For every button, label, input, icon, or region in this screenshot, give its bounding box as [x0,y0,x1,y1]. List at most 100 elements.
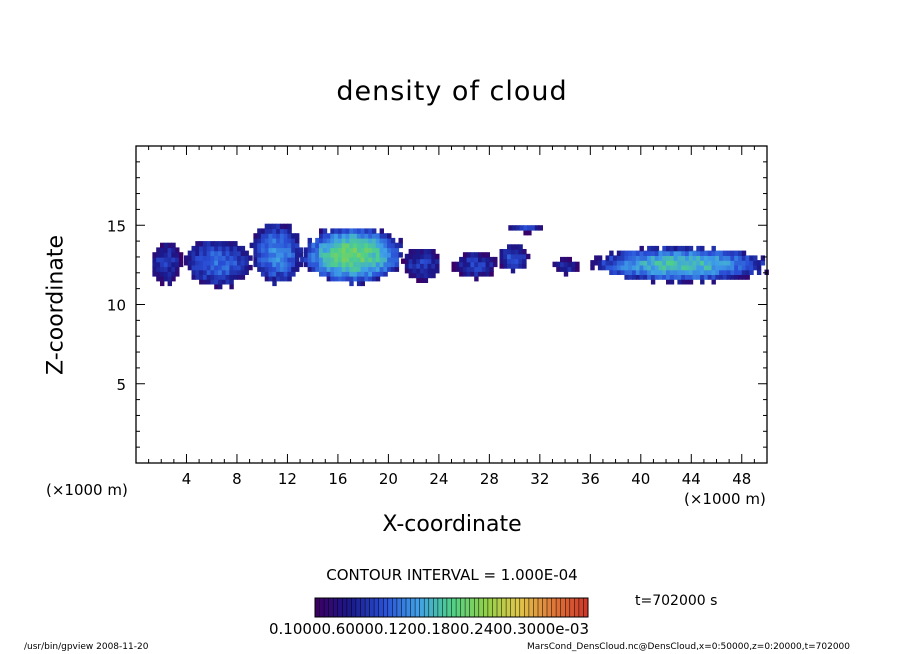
cloud-cell-r3 [337,242,343,249]
cloud-cell-r3 [345,276,350,282]
y-axis-label: Z-coordinate [43,235,69,375]
cloud-cell-r3 [307,242,312,249]
cloud-cell-r3 [311,247,316,253]
cloud-cell-r4 [423,249,429,255]
cloud-cell-r0 [175,252,180,258]
cloud-cell-r5 [466,252,471,258]
cloud-cell-r3 [368,266,373,272]
cloud-cell-r9 [639,245,644,252]
cloud-cell-r2 [279,256,285,263]
cloud-cell-r3 [330,271,335,277]
cloud-cell-r1 [191,264,196,271]
cloud-cell-r2 [295,237,300,244]
cloud-cell-r1 [244,260,249,266]
cloud-cell-r3 [341,252,347,258]
cloud-cell-r9 [711,260,716,266]
cloud-cell-r3 [311,252,316,258]
cloud-cell-r8 [560,256,565,263]
cloud-cell-r3 [394,256,400,263]
cloud-cell-r3 [379,252,384,258]
cloud-cell-r9 [613,255,618,261]
cloud-cell-r9 [628,264,633,271]
cloud-cell-r7 [523,225,528,231]
colorbar-segment [328,598,334,617]
cloud-cell-r3 [379,242,384,249]
cloud-cell-r1 [214,255,219,261]
cloud-cell-r3 [364,233,369,239]
cloud-cell-r0 [167,276,172,282]
cloud-cell-r3 [315,242,320,249]
cloud-cell-r9 [745,264,750,271]
cloud-cell-r5 [489,271,494,277]
cloud-cell-r9 [745,260,750,266]
cloud-cell-r9 [662,274,667,280]
cloud-cell-r6 [522,258,527,264]
cloud-cell-r9 [692,255,697,261]
cloud-cell-r2 [264,242,270,249]
cloud-cell-r3 [349,256,354,263]
cloud-cell-r5 [455,261,460,268]
cloud-cell-r4 [416,272,421,279]
cloud-cell-r9 [753,264,758,271]
cloud-cell-r5 [459,261,464,268]
cloud-cell-r5 [470,261,475,268]
cloud-cell-r9 [613,264,618,271]
cloud-cell-r9 [609,255,614,261]
cloud-cell-r9 [620,264,625,271]
cloud-cell-r2 [257,252,262,258]
cloud-cell-r0 [163,266,169,272]
x-tick-label: 24 [429,470,448,488]
cloud-cell-r1 [199,250,204,256]
cloud-cell-r3 [360,228,365,234]
cloud-cell-r3 [334,252,339,258]
cloud-cell-r1 [214,250,219,256]
cloud-cell-r3 [326,247,331,253]
cloud-cell-r3 [379,261,384,268]
cloud-cell-r9 [734,260,739,266]
colorbar-segment [510,598,516,617]
cloud-cell-r9 [616,250,622,256]
cloud-cell-r9 [688,255,694,261]
cloud-cell-r8 [567,261,572,268]
cloud-cell-r3 [341,266,347,272]
cloud-cell-r9 [632,274,637,280]
cloud-cell-r0 [160,242,165,249]
cloud-cell-r9 [730,250,735,256]
cloud-cell-r1 [187,250,193,256]
cloud-cell-r0 [160,252,165,258]
cloud-cell-r1 [221,250,227,256]
cloud-cell-r2 [291,256,296,263]
cloud-cell-r3 [330,228,335,234]
cloud-cell-r3 [319,228,324,234]
cloud-cell-r4 [420,268,425,274]
cloud-cell-r8 [575,266,580,272]
cloud-cell-r4 [408,268,413,274]
cloud-cell-r9 [673,269,678,275]
cloud-cell-r2 [257,261,262,268]
cloud-cell-r9 [730,264,735,271]
cloud-cell-r1 [221,264,227,271]
cloud-cell-r2 [257,237,262,244]
cloud-cell-r9 [632,255,637,261]
cloud-cell-r1 [221,255,227,261]
cloud-cell-r5 [474,261,479,268]
cloud-cell-r1 [199,260,204,266]
colorbar-segment [424,598,429,617]
cloud-cell-r3 [360,271,365,277]
cloud-cell-r3 [360,280,365,287]
cloud-cell-r3 [383,247,388,253]
cloud-cell-r9 [703,269,709,275]
cloud-cell-r9 [677,279,682,285]
cloud-cell-r3 [330,256,335,263]
cloud-cell-r2 [287,261,292,268]
cloud-cell-r9 [635,260,641,266]
cloud-cell-r9 [738,255,743,261]
cloud-cell-r9 [632,269,637,275]
cloud-cell-r9 [658,255,663,261]
y-tick-label: 10 [107,297,126,315]
cloud-cell-r3 [360,237,365,244]
cloud-cell-r1 [199,274,204,280]
cloud-cell-r2 [257,233,262,239]
cloud-cell-r0 [156,252,161,258]
cloud-cell-r9 [650,264,656,271]
